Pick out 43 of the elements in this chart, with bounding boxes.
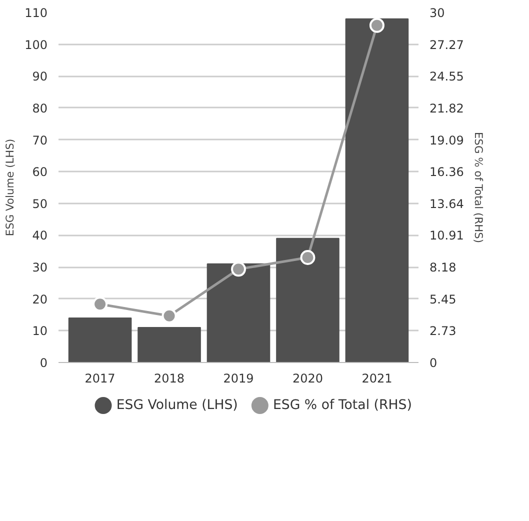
- y2-axis-title: ESG % of Total (RHS): [472, 132, 485, 244]
- bar: [138, 327, 201, 362]
- point: [92, 296, 108, 312]
- y2-tick-label: 24.55: [430, 70, 464, 84]
- legend-label: ESG % of Total (RHS): [272, 398, 412, 413]
- x-tick-label: 2018: [154, 372, 185, 386]
- y-tick-label: 100: [24, 38, 48, 52]
- point: [162, 308, 177, 324]
- y-tick-label: 30: [32, 260, 48, 275]
- y2-tick-label: 5.45: [430, 292, 456, 306]
- y2-tick-label: 8.18: [430, 260, 456, 275]
- y2-tick-label: 10.91: [430, 228, 464, 243]
- bar: [345, 18, 409, 362]
- y-axis-title: ESG Volume (LHS): [4, 138, 17, 236]
- y-tick-label: 110: [24, 6, 48, 20]
- y-tick-label: 60: [32, 165, 48, 180]
- y2-tick-label: 0: [430, 356, 438, 370]
- point: [300, 250, 316, 265]
- y-tick-label: 90: [32, 70, 48, 84]
- point: [369, 18, 384, 33]
- x-tick-label: 2019: [223, 372, 254, 386]
- point: [231, 262, 246, 277]
- y-tick-label: 80: [32, 101, 48, 116]
- y2-tick-label: 2.73: [430, 324, 456, 338]
- y-tick-label: 10: [32, 324, 48, 338]
- y-tick-label: 70: [32, 133, 48, 148]
- bar: [206, 263, 270, 362]
- bar: [276, 238, 340, 362]
- y2-tick-label: 21.82: [430, 101, 464, 116]
- bar: [68, 317, 132, 362]
- y-tick-label: 40: [32, 228, 48, 243]
- y-tick-label: 0: [40, 356, 48, 370]
- y-tick-label: 20: [32, 292, 48, 306]
- x-tick-label: 2021: [362, 372, 392, 386]
- legend-label: ESG Volume (LHS): [116, 398, 238, 413]
- x-tick-label: 2020: [292, 372, 324, 386]
- y2-tick-label: 30: [430, 6, 445, 20]
- y-tick-label: 50: [32, 196, 48, 211]
- x-tick-label: 2017: [84, 372, 116, 386]
- y2-tick-label: 16.36: [430, 165, 464, 180]
- y2-tick-label: 19.09: [430, 133, 464, 148]
- y2-tick-label: 27.27: [430, 38, 464, 52]
- y2-tick-label: 13.64: [430, 196, 464, 211]
